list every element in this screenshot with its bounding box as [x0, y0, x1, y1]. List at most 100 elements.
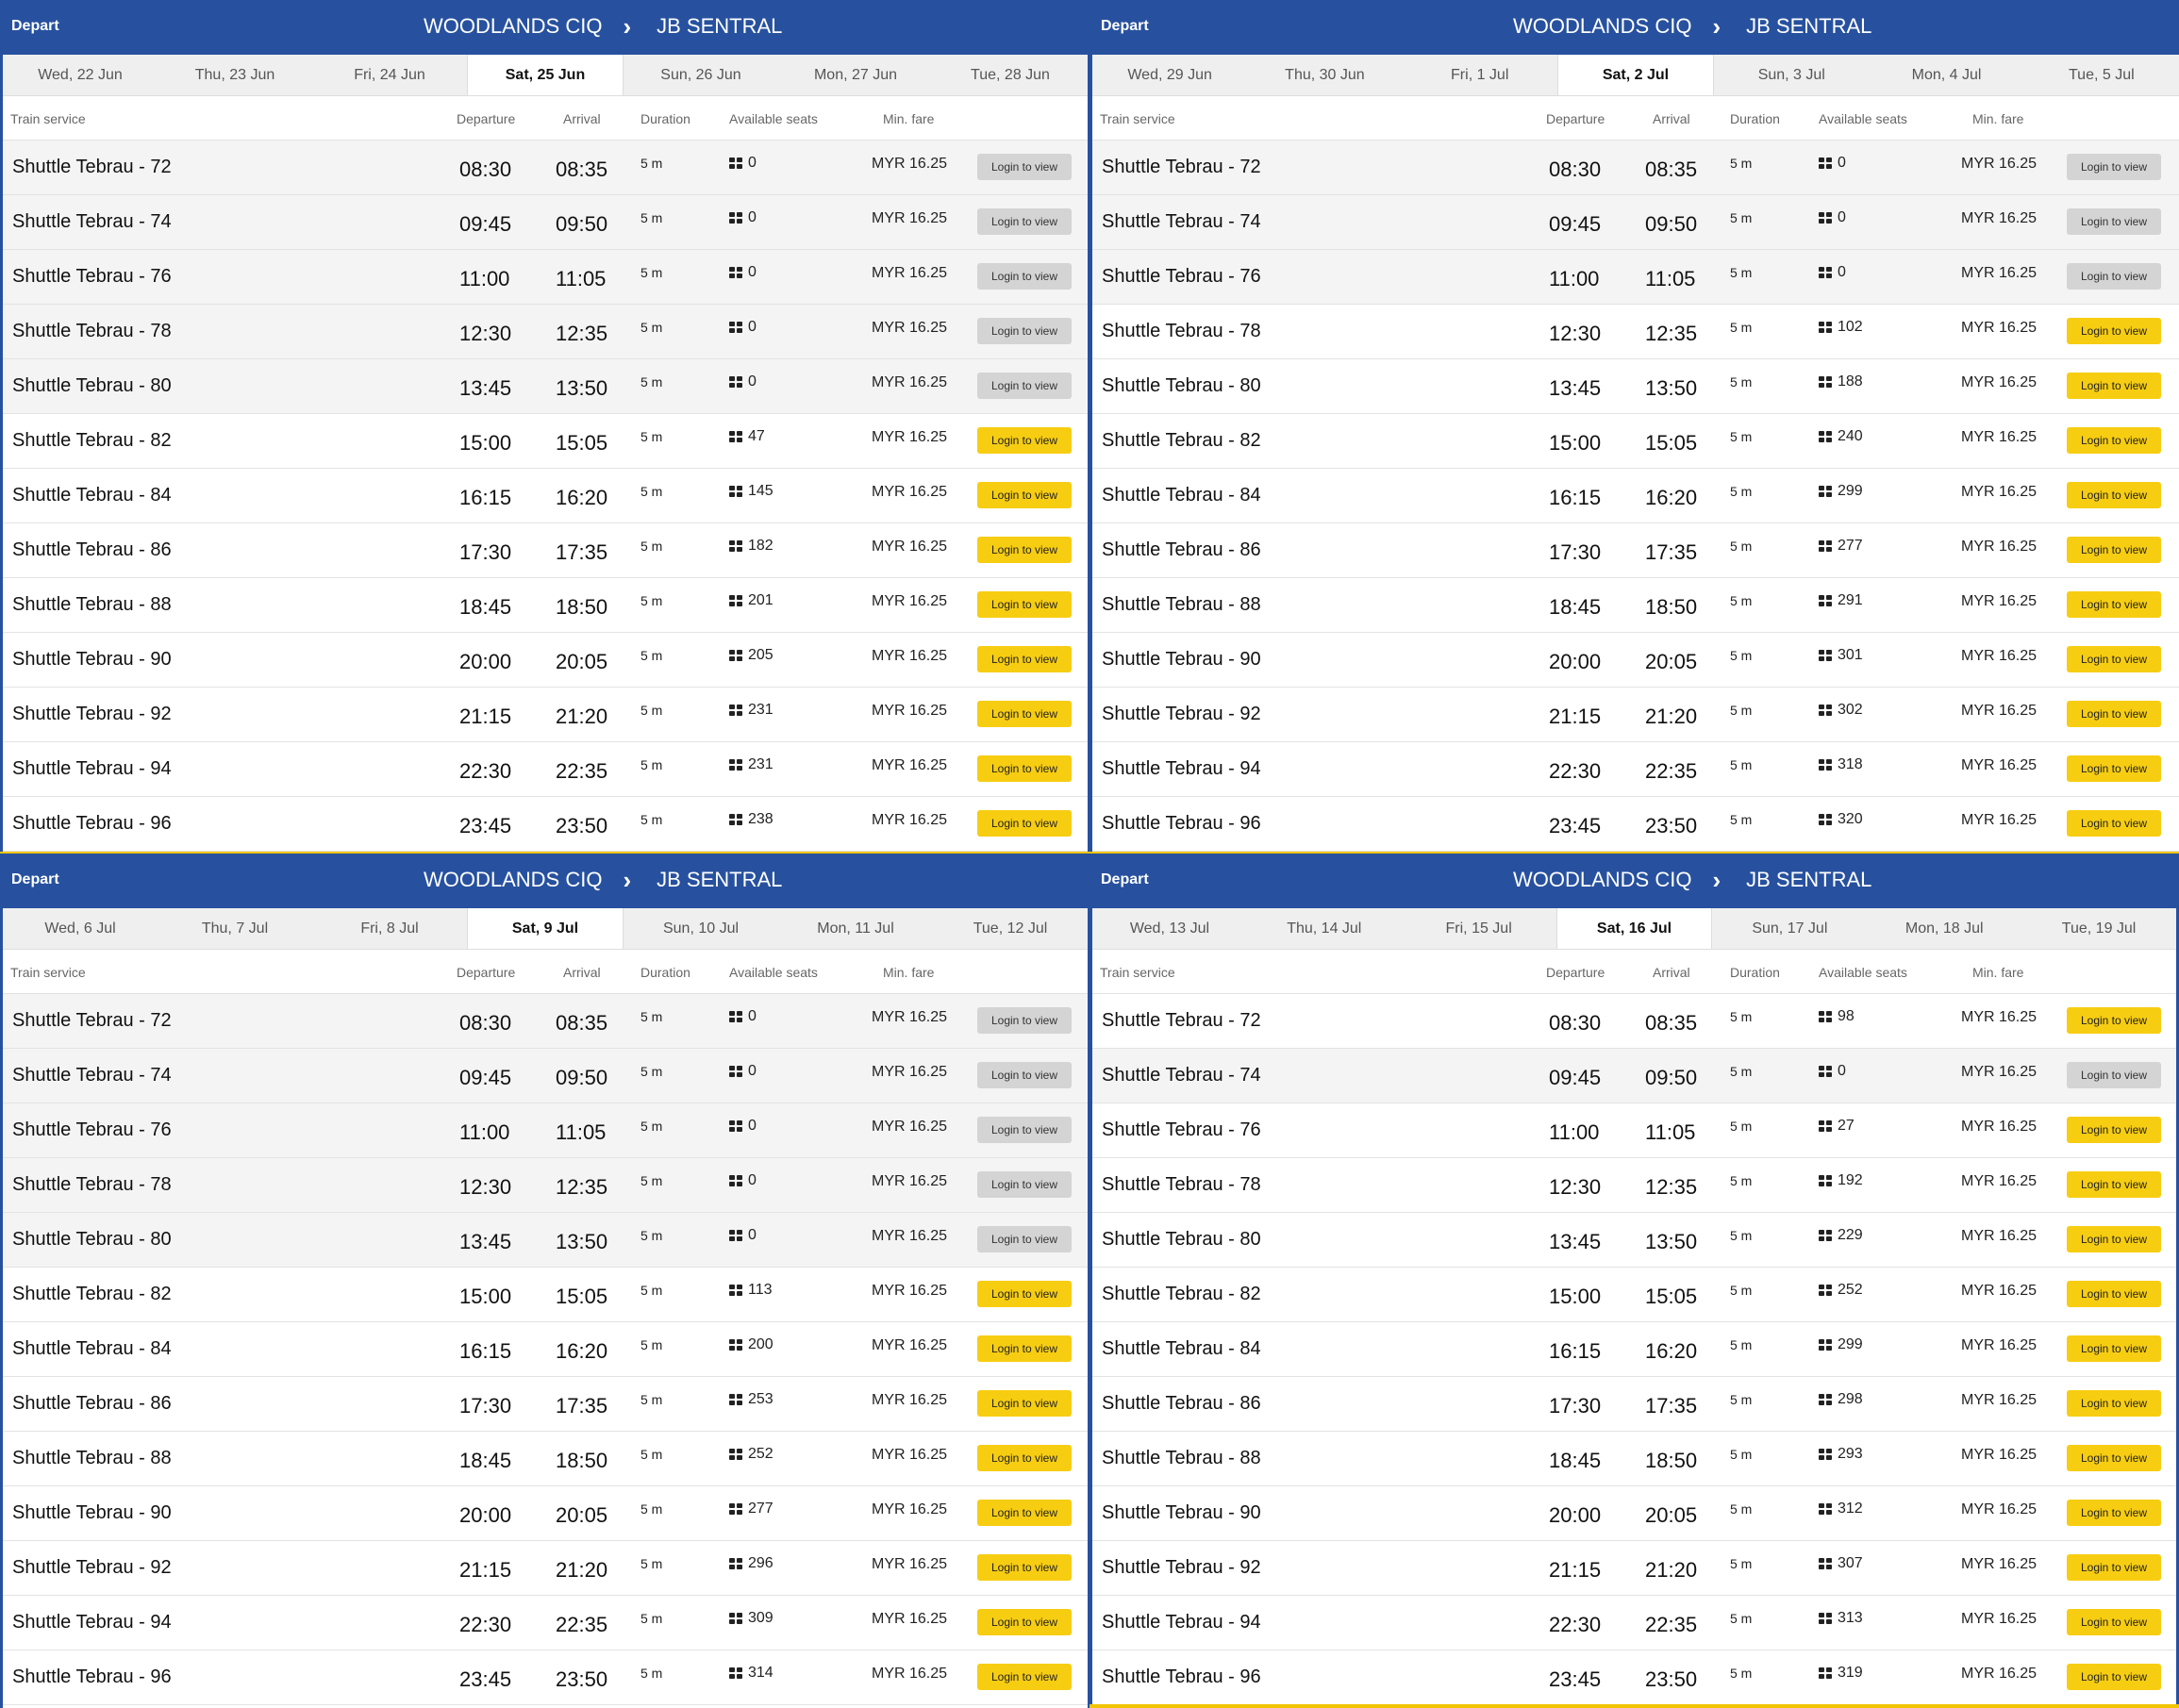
duration: 5 m	[640, 484, 663, 499]
login-to-view-button[interactable]: Login to view	[977, 1335, 1072, 1362]
login-to-view-button[interactable]: Login to view	[977, 1500, 1072, 1526]
login-to-view-button[interactable]: Login to view	[2067, 1007, 2161, 1034]
login-to-view-button[interactable]: Login to view	[2067, 1390, 2161, 1417]
login-to-view-button[interactable]: Login to view	[2067, 1117, 2161, 1143]
date-tab[interactable]: Mon, 11 Jul	[817, 920, 894, 937]
date-tab[interactable]: Mon, 27 Jun	[813, 67, 898, 83]
date-tab[interactable]: Sun, 26 Jun	[660, 67, 741, 83]
min-fare: MYR 16.25	[1961, 156, 2038, 172]
login-to-view-button[interactable]: Login to view	[977, 1390, 1072, 1417]
login-to-view-button[interactable]: Login to view	[2067, 701, 2161, 727]
login-to-view-button[interactable]: Login to view	[977, 646, 1072, 672]
duration: 5 m	[1730, 703, 1753, 718]
arrival-time: 08:35	[1645, 158, 1698, 181]
login-to-view-button[interactable]: Login to view	[977, 1554, 1072, 1581]
date-tab[interactable]: Fri, 15 Jul	[1445, 920, 1512, 937]
date-tab[interactable]: Fri, 1 Jul	[1451, 67, 1509, 83]
login-to-view-button[interactable]: Login to view	[977, 263, 1072, 290]
login-to-view-button[interactable]: Login to view	[2067, 1664, 2161, 1690]
login-to-view-button[interactable]: Login to view	[2067, 1062, 2161, 1088]
date-tab[interactable]: Sat, 16 Jul	[1555, 908, 1713, 949]
arrival-time: 21:20	[1645, 705, 1698, 728]
arrival-time: 15:05	[556, 431, 608, 455]
login-to-view-button[interactable]: Login to view	[2067, 482, 2161, 508]
available-seats: 0	[1819, 155, 1846, 172]
login-to-view-button[interactable]: Login to view	[977, 537, 1072, 563]
date-tab[interactable]: Sat, 2 Jul	[1556, 55, 1715, 95]
date-tab[interactable]: Wed, 29 Jun	[1127, 67, 1212, 83]
login-to-view-button[interactable]: Login to view	[977, 1445, 1072, 1471]
duration: 5 m	[1730, 1392, 1753, 1407]
date-tab[interactable]: Tue, 19 Jul	[2061, 920, 2137, 937]
login-to-view-button[interactable]: Login to view	[2067, 1281, 2161, 1307]
login-to-view-button[interactable]: Login to view	[2067, 1445, 2161, 1471]
login-to-view-button[interactable]: Login to view	[977, 591, 1072, 618]
login-to-view-button[interactable]: Login to view	[977, 1664, 1072, 1690]
table-row: Shuttle Tebrau - 76 11:00 11:05 5 m 0 MYR 16.…	[3, 1103, 1088, 1158]
login-to-view-button[interactable]: Login to view	[2067, 1171, 2161, 1198]
arrival-time: 12:35	[556, 1175, 608, 1199]
date-tab[interactable]: Wed, 6 Jul	[44, 920, 116, 937]
available-seats: 200	[729, 1336, 773, 1353]
date-tab[interactable]: Tue, 12 Jul	[973, 920, 1048, 937]
min-fare: MYR 16.25	[872, 1337, 948, 1353]
login-to-view-button[interactable]: Login to view	[977, 482, 1072, 508]
departure-time: 15:00	[1549, 431, 1602, 455]
login-to-view-button[interactable]: Login to view	[2067, 208, 2161, 235]
login-to-view-button[interactable]: Login to view	[2067, 154, 2161, 180]
login-to-view-button[interactable]: Login to view	[977, 427, 1072, 454]
seat-icon	[729, 1066, 742, 1077]
login-to-view-button[interactable]: Login to view	[977, 1226, 1072, 1252]
login-to-view-button[interactable]: Login to view	[2067, 591, 2161, 618]
date-tab[interactable]: Thu, 23 Jun	[194, 67, 275, 83]
seat-count: 309	[748, 1610, 773, 1626]
duration: 5 m	[1730, 1447, 1753, 1462]
date-tab[interactable]: Fri, 24 Jun	[354, 67, 425, 83]
date-tab[interactable]: Mon, 4 Jul	[1911, 67, 1982, 83]
login-to-view-button[interactable]: Login to view	[2067, 427, 2161, 454]
login-to-view-button[interactable]: Login to view	[977, 1171, 1072, 1198]
login-to-view-button[interactable]: Login to view	[2067, 263, 2161, 290]
login-to-view-button[interactable]: Login to view	[2067, 1609, 2161, 1635]
date-tab[interactable]: Sat, 25 Jun	[467, 55, 624, 95]
login-to-view-button[interactable]: Login to view	[2067, 1226, 2161, 1252]
departure-time: 09:45	[459, 212, 512, 236]
date-tab[interactable]: Sun, 3 Jul	[1757, 67, 1825, 83]
login-to-view-button[interactable]: Login to view	[2067, 1554, 2161, 1581]
login-to-view-button[interactable]: Login to view	[2067, 646, 2161, 672]
date-tab[interactable]: Sun, 17 Jul	[1752, 920, 1828, 937]
date-tab[interactable]: Wed, 22 Jun	[38, 67, 123, 83]
login-to-view-button[interactable]: Login to view	[2067, 318, 2161, 344]
login-to-view-button[interactable]: Login to view	[977, 1062, 1072, 1088]
date-tab[interactable]: Mon, 18 Jul	[1905, 920, 1984, 937]
login-to-view-button[interactable]: Login to view	[977, 318, 1072, 344]
login-to-view-button[interactable]: Login to view	[977, 1007, 1072, 1034]
duration: 5 m	[640, 429, 663, 444]
login-to-view-button[interactable]: Login to view	[977, 1609, 1072, 1635]
login-to-view-button[interactable]: Login to view	[2067, 810, 2161, 837]
date-tab[interactable]: Tue, 5 Jul	[2068, 67, 2135, 83]
date-tab[interactable]: Thu, 30 Jun	[1285, 67, 1365, 83]
login-to-view-button[interactable]: Login to view	[977, 1281, 1072, 1307]
date-tab[interactable]: Sun, 10 Jul	[662, 920, 740, 937]
login-to-view-button[interactable]: Login to view	[977, 755, 1072, 782]
login-to-view-button[interactable]: Login to view	[2067, 373, 2161, 399]
departure-time: 18:45	[1549, 1449, 1602, 1472]
login-to-view-button[interactable]: Login to view	[2067, 537, 2161, 563]
login-to-view-button[interactable]: Login to view	[2067, 1335, 2161, 1362]
login-to-view-button[interactable]: Login to view	[977, 208, 1072, 235]
date-tab[interactable]: Thu, 7 Jul	[201, 920, 269, 937]
login-to-view-button[interactable]: Login to view	[2067, 1500, 2161, 1526]
date-tab[interactable]: Thu, 14 Jul	[1287, 920, 1362, 937]
login-to-view-button[interactable]: Login to view	[977, 810, 1072, 837]
login-to-view-button[interactable]: Login to view	[977, 154, 1072, 180]
table-row: Shuttle Tebrau - 92 21:15 21:20 5 m 296 MYR 1…	[3, 1541, 1088, 1596]
date-tab[interactable]: Sat, 9 Jul	[467, 908, 624, 949]
date-tab[interactable]: Fri, 8 Jul	[360, 920, 419, 937]
login-to-view-button[interactable]: Login to view	[977, 373, 1072, 399]
login-to-view-button[interactable]: Login to view	[2067, 755, 2161, 782]
date-tab[interactable]: Wed, 13 Jul	[1129, 920, 1210, 937]
login-to-view-button[interactable]: Login to view	[977, 1117, 1072, 1143]
date-tab[interactable]: Tue, 28 Jun	[971, 67, 1050, 83]
login-to-view-button[interactable]: Login to view	[977, 701, 1072, 727]
